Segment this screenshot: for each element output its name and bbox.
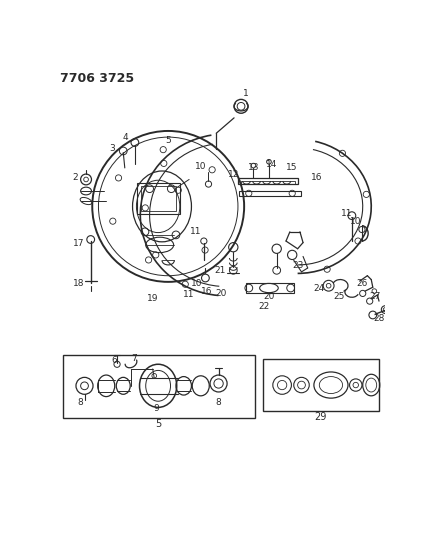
Text: 10: 10 <box>191 279 202 288</box>
Text: 4: 4 <box>123 133 128 142</box>
Text: 22: 22 <box>259 302 270 311</box>
Text: 14: 14 <box>266 159 278 168</box>
Text: 20: 20 <box>215 289 226 298</box>
Bar <box>238 178 298 184</box>
Text: 8: 8 <box>216 398 221 407</box>
Text: 11: 11 <box>183 290 194 300</box>
Text: 23: 23 <box>292 261 303 270</box>
Text: 8: 8 <box>78 398 83 407</box>
Bar <box>241 181 295 184</box>
Bar <box>141 187 176 211</box>
Text: 18: 18 <box>73 279 84 288</box>
Text: 24: 24 <box>313 284 324 293</box>
Text: 1: 1 <box>243 88 249 98</box>
Text: 5: 5 <box>155 419 161 429</box>
Text: 11: 11 <box>341 209 352 218</box>
Bar <box>240 191 301 196</box>
Text: 12: 12 <box>228 169 239 179</box>
Text: 21: 21 <box>214 266 226 275</box>
Bar <box>246 284 294 293</box>
Text: 27: 27 <box>369 292 381 301</box>
Text: 25: 25 <box>333 292 345 301</box>
Text: 2: 2 <box>72 173 78 182</box>
Text: 28: 28 <box>373 313 385 322</box>
Text: 29: 29 <box>315 411 327 422</box>
Text: 10: 10 <box>195 162 206 171</box>
Text: 9: 9 <box>153 403 159 413</box>
Text: 13: 13 <box>248 164 259 172</box>
Text: 10: 10 <box>350 217 362 227</box>
Bar <box>263 359 379 411</box>
Text: 26: 26 <box>356 279 368 288</box>
Text: 3: 3 <box>110 144 115 153</box>
Text: 11: 11 <box>190 227 201 236</box>
Text: 7: 7 <box>131 354 137 364</box>
Text: 7706 3725: 7706 3725 <box>59 71 134 85</box>
Bar <box>63 355 255 418</box>
Text: 20: 20 <box>263 292 275 301</box>
Text: 15: 15 <box>286 164 298 172</box>
Text: 19: 19 <box>147 294 158 303</box>
Text: 17: 17 <box>73 239 84 248</box>
Text: 6: 6 <box>111 356 117 365</box>
Text: 16: 16 <box>201 287 213 296</box>
Text: 5: 5 <box>165 136 171 146</box>
Text: 16: 16 <box>311 173 323 182</box>
Bar <box>137 183 180 214</box>
